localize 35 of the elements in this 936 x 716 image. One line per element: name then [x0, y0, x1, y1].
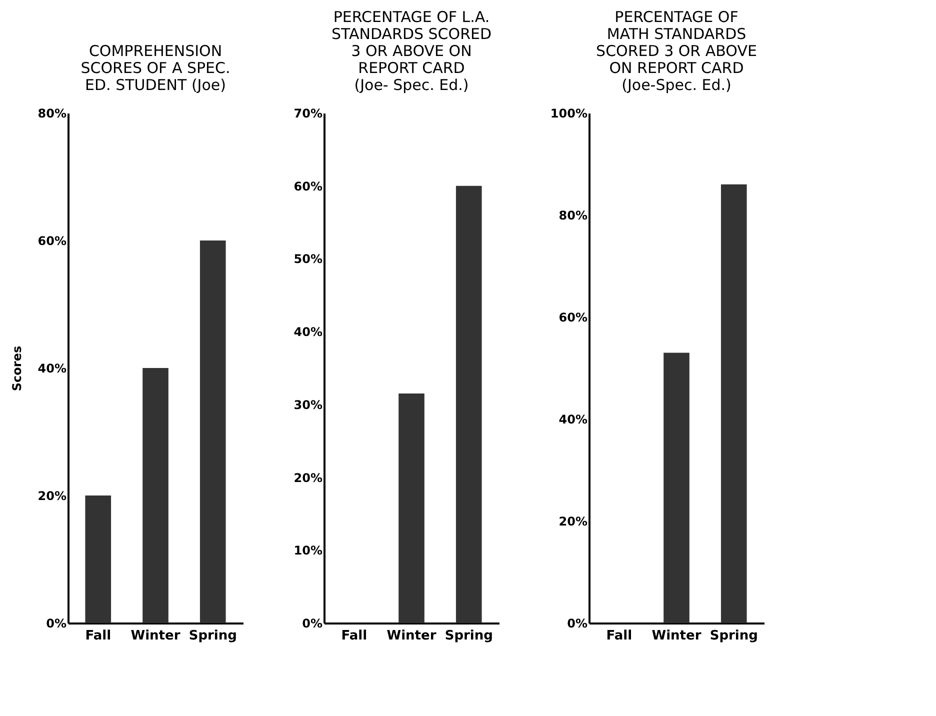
y-tick-label: 60%	[294, 179, 322, 194]
y-tick-label: 80%	[38, 106, 66, 120]
x-tick-label: Fall	[85, 628, 112, 644]
y-tick-label: 30%	[294, 398, 322, 412]
x-tick-label: Spring	[444, 628, 493, 644]
y-tick-label: 0%	[46, 616, 66, 630]
x-tick-label: Fall	[341, 628, 368, 644]
y-tick-label: 40%	[38, 362, 66, 376]
x-tick-label: Winter	[130, 628, 181, 644]
x-tick-label: Spring	[710, 628, 758, 644]
bar	[200, 240, 226, 623]
y-tick-label: 100%	[550, 106, 588, 120]
y-tick-label: 20%	[558, 514, 588, 528]
x-tick-label: Winter	[386, 628, 437, 644]
y-tick-label: 40%	[558, 412, 588, 426]
y-tick-label: 20%	[294, 470, 322, 485]
bar	[85, 496, 112, 623]
chart-title: PERCENTAGE OF L.A. STANDARDS SCORED 3 OR ABOVE ON REPORT CARD (Joe- Spec. Ed.)	[331, 8, 492, 94]
y-tick-label: 60%	[558, 310, 588, 324]
y-tick-label: 10%	[294, 544, 322, 558]
y-tick-label: 0%	[302, 616, 322, 630]
x-tick-label: Fall	[606, 628, 632, 644]
y-tick-label: 50%	[294, 252, 322, 266]
x-tick-label: Winter	[652, 628, 702, 644]
y-tick-label: 20%	[38, 489, 66, 503]
y-tick-label: 0%	[567, 616, 588, 630]
y-tick-label: 60%	[38, 234, 66, 248]
chart-title: COMPREHENSION SCORES OF A SPEC. ED. STUDENT (Joe)	[80, 42, 230, 94]
y-tick-label: 70%	[294, 106, 322, 120]
y-tick-label: 40%	[294, 325, 322, 340]
bar	[142, 368, 168, 623]
y-tick-label: 80%	[558, 208, 588, 222]
chart-title: PERCENTAGE OF MATH STANDARDS SCORED 3 OR ABOVE ON REPORT CARD (Joe-Spec. Ed.)	[596, 8, 757, 94]
y-axis-title: Scores	[10, 346, 24, 392]
x-tick-label: Spring	[188, 628, 237, 644]
